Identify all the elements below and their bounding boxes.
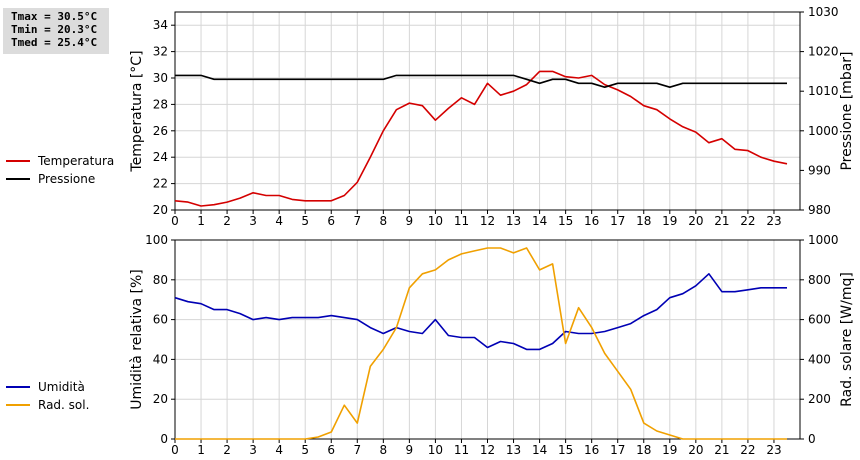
y-right-tick-label: 400 (808, 352, 831, 366)
x-tick-label: 23 (766, 214, 781, 228)
y-right-tick-label: 0 (808, 432, 816, 446)
tmed-text: Tmed = 25.4°C (11, 36, 98, 49)
x-tick-label: 9 (406, 214, 414, 228)
y-left-tick-label: 20 (153, 203, 168, 217)
y-right-tick-label: 800 (808, 273, 831, 287)
y-right-tick-label: 1020 (808, 45, 839, 59)
x-tick-label: 21 (714, 214, 729, 228)
x-tick-label: 12 (480, 443, 495, 457)
x-tick-label: 1 (197, 214, 205, 228)
x-tick-label: 4 (275, 214, 283, 228)
y-left-tick-label: 28 (153, 97, 168, 111)
humidity-radiation-panel: 0 1 2 3 4 5 6 7 8 9 10 11 12 13 14 15 16 17 18 19 20 21 22 2302… (6, 233, 855, 457)
x-tick-label: 20 (688, 443, 703, 457)
x-tick-label: 14 (532, 443, 547, 457)
x-tick-label: 20 (688, 214, 703, 228)
y-left-tick-label: 26 (153, 124, 168, 138)
x-tick-label: 10 (428, 214, 443, 228)
legend-label: Temperatura (37, 154, 114, 168)
y-right-tick-label: 1010 (808, 84, 839, 98)
x-tick-label: 22 (740, 214, 755, 228)
x-tick-label: 7 (353, 214, 361, 228)
y-right-axis-title: Rad. solare [W/mq] (839, 272, 855, 407)
legend-label: Pressione (38, 172, 95, 186)
x-tick-label: 14 (532, 214, 547, 228)
x-tick-label: 0 (171, 214, 179, 228)
y-right-tick-label: 200 (808, 392, 831, 406)
tmin-text: Tmin = 20.3°C (11, 23, 98, 36)
x-tick-label: 16 (584, 443, 599, 457)
x-tick-label: 7 (353, 443, 361, 457)
series-line-2 (175, 74, 787, 88)
x-tick-label: 22 (740, 443, 755, 457)
y-left-tick-label: 0 (160, 432, 168, 446)
y-left-tick-label: 20 (153, 392, 168, 406)
y-right-tick-label: 1030 (808, 5, 839, 19)
legend-label: Umidità (38, 380, 85, 394)
y-left-tick-label: 34 (153, 18, 168, 32)
x-tick-label: 5 (301, 443, 309, 457)
x-tick-label: 16 (584, 214, 599, 228)
x-tick-label: 17 (610, 443, 625, 457)
x-tick-label: 15 (558, 443, 573, 457)
y-right-tick-label: 1000 (808, 233, 839, 247)
y-left-tick-label: 100 (145, 233, 168, 247)
x-tick-label: 13 (506, 443, 521, 457)
x-tick-label: 13 (506, 214, 521, 228)
x-tick-label: 19 (662, 214, 677, 228)
x-tick-label: 3 (249, 214, 257, 228)
x-tick-label: 9 (406, 443, 414, 457)
y-left-tick-label: 32 (153, 45, 168, 59)
y-left-axis-title: Umidità relativa [%] (129, 269, 145, 410)
y-left-axis-title: Temperatura [°C] (129, 50, 145, 172)
tmax-text: Tmax = 30.5°C (11, 10, 98, 23)
x-tick-label: 8 (380, 443, 388, 457)
x-tick-label: 8 (380, 214, 388, 228)
x-tick-label: 5 (301, 214, 309, 228)
x-tick-label: 2 (223, 443, 231, 457)
x-tick-label: 15 (558, 214, 573, 228)
series-line-1 (174, 70, 788, 207)
x-tick-label: 0 (171, 443, 179, 457)
legend-label: Rad. sol. (38, 398, 89, 412)
stats-box: Tmax = 30.5°C Tmin = 20.3°C Tmed = 25.4°… (3, 8, 109, 54)
x-tick-label: 12 (480, 214, 495, 228)
x-tick-label: 17 (610, 214, 625, 228)
y-right-axis-title: Pressione [mbar] (839, 51, 855, 170)
temperature-pressure-panel: 0 1 2 3 4 5 6 7 8 9 10 11 12 13 14 15 16 17 18 19 20 21 22 2320… (6, 5, 855, 228)
x-tick-label: 1 (197, 443, 205, 457)
x-tick-label: 10 (428, 443, 443, 457)
y-right-tick-label: 600 (808, 313, 831, 327)
x-tick-label: 18 (636, 443, 651, 457)
x-tick-label: 6 (327, 214, 335, 228)
y-left-tick-label: 24 (153, 150, 168, 164)
y-left-tick-label: 30 (153, 71, 168, 85)
x-tick-label: 21 (714, 443, 729, 457)
series-line-2 (175, 247, 787, 440)
x-tick-label: 2 (223, 214, 231, 228)
y-left-tick-label: 80 (153, 273, 168, 287)
x-tick-label: 4 (275, 443, 283, 457)
y-right-tick-label: 980 (808, 203, 831, 217)
x-tick-label: 3 (249, 443, 257, 457)
x-tick-label: 19 (662, 443, 677, 457)
y-right-tick-label: 1000 (808, 124, 839, 138)
x-tick-label: 23 (766, 443, 781, 457)
x-tick-label: 6 (327, 443, 335, 457)
x-tick-label: 11 (454, 214, 469, 228)
x-tick-label: 11 (454, 443, 469, 457)
y-left-tick-label: 22 (153, 177, 168, 191)
y-left-tick-label: 60 (153, 313, 168, 327)
y-left-tick-label: 40 (153, 352, 168, 366)
y-right-tick-label: 990 (808, 163, 831, 177)
x-tick-label: 18 (636, 214, 651, 228)
series-line-1 (174, 272, 787, 351)
